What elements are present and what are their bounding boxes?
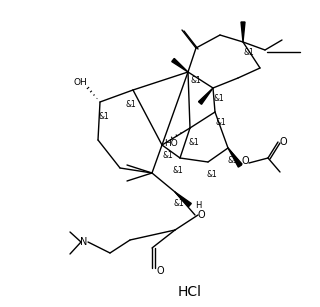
- Text: &1: &1: [188, 138, 199, 146]
- Polygon shape: [228, 148, 242, 167]
- Text: &1: &1: [244, 48, 254, 56]
- Text: HO: HO: [164, 138, 178, 147]
- Text: &1: &1: [172, 165, 183, 174]
- Text: &1: &1: [99, 111, 109, 121]
- Text: &1: &1: [207, 169, 217, 178]
- Text: &1: &1: [163, 150, 173, 160]
- Polygon shape: [172, 58, 188, 72]
- Text: OH: OH: [73, 77, 87, 87]
- Text: O: O: [241, 156, 249, 166]
- Text: HCl: HCl: [178, 285, 202, 299]
- Text: &1: &1: [228, 156, 238, 165]
- Text: &1: &1: [214, 94, 224, 103]
- Text: O: O: [197, 210, 205, 220]
- Text: O: O: [156, 266, 164, 276]
- Text: &1: &1: [191, 76, 201, 84]
- Text: N: N: [80, 237, 88, 247]
- Text: &1: &1: [126, 99, 136, 108]
- Polygon shape: [175, 192, 191, 207]
- Text: &1: &1: [216, 118, 226, 126]
- Text: &1: &1: [174, 200, 184, 208]
- Text: H: H: [195, 200, 201, 209]
- Polygon shape: [198, 88, 213, 104]
- Polygon shape: [241, 22, 245, 42]
- Text: O: O: [279, 137, 287, 147]
